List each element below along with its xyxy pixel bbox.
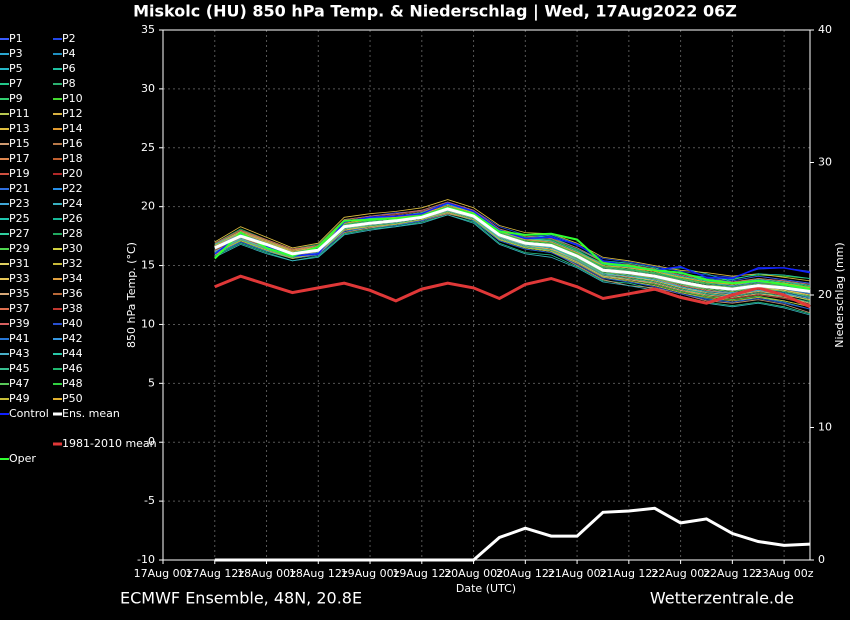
series-line — [214, 209, 811, 299]
legend-label: P44 — [62, 347, 83, 360]
legend-label: P15 — [9, 137, 30, 150]
legend-label: P32 — [62, 257, 83, 270]
legend-label: P19 — [9, 167, 30, 180]
precip-line — [214, 506, 811, 562]
y-tick-label: 35 — [141, 23, 155, 36]
y-tick-label: -10 — [137, 553, 155, 566]
series-line — [214, 202, 811, 280]
legend-label: P25 — [9, 212, 30, 225]
legend-label: P9 — [9, 92, 23, 105]
legend-label: P11 — [9, 107, 30, 120]
legend-label: P50 — [62, 392, 83, 405]
legend-label: Control — [9, 407, 49, 420]
x-tick-label: 21Aug 00z — [548, 567, 607, 580]
legend-label: P36 — [62, 287, 83, 300]
x-tick-label: 17Aug 12z — [185, 567, 244, 580]
y2-tick-label: 40 — [818, 23, 832, 36]
legend-label: P31 — [9, 257, 30, 270]
y-tick-label: 5 — [148, 376, 155, 389]
x-tick-label: 18Aug 12z — [289, 567, 348, 580]
legend-label: P8 — [62, 77, 76, 90]
legend-label: P26 — [62, 212, 83, 225]
legend-label: P37 — [9, 302, 30, 315]
y-axis-label: 850 hPa Temp. (°C) — [125, 242, 138, 348]
x-tick-label: 19Aug 00z — [341, 567, 400, 580]
footer-right: Wetterzentrale.de — [650, 589, 794, 608]
footer-left: ECMWF Ensemble, 48N, 20.8E — [120, 589, 362, 608]
chart-title: Miskolc (HU) 850 hPa Temp. & Niederschla… — [133, 2, 737, 22]
y2-tick-label: 0 — [818, 553, 825, 566]
x-tick-label: 18Aug 00z — [237, 567, 296, 580]
legend-label: P12 — [62, 107, 83, 120]
series-line — [214, 199, 811, 282]
y2-tick-label: 20 — [818, 288, 832, 301]
legend-label: 1981-2010 mean — [62, 437, 157, 450]
legend-label: P29 — [9, 242, 30, 255]
legend-label: P2 — [62, 32, 76, 45]
legend-label: P27 — [9, 227, 30, 240]
y-tick-label: 15 — [141, 259, 155, 272]
legend-label: P10 — [62, 92, 83, 105]
legend-label: P23 — [9, 197, 30, 210]
x-tick-label: 23Aug 00z — [755, 567, 814, 580]
y-tick-label: 0 — [148, 435, 155, 448]
legend-label: P35 — [9, 287, 30, 300]
legend-label: P41 — [9, 332, 30, 345]
legend-label: P24 — [62, 197, 83, 210]
legend-label: P6 — [62, 62, 76, 75]
y-tick-label: 20 — [141, 200, 155, 213]
legend-label: P40 — [62, 317, 83, 330]
y-tick-label: 30 — [141, 82, 155, 95]
x-tick-label: 17Aug 00z — [134, 567, 193, 580]
series-line — [214, 212, 811, 310]
legend-label: P13 — [9, 122, 30, 135]
legend-label: Oper — [9, 452, 36, 465]
legend-label: P17 — [9, 152, 30, 165]
x-tick-label: 20Aug 00z — [444, 567, 503, 580]
series-line — [214, 206, 811, 291]
legend-label: P4 — [62, 47, 76, 60]
x-tick-label: 22Aug 00z — [651, 567, 710, 580]
legend-label: P3 — [9, 47, 23, 60]
legend-label: P5 — [9, 62, 23, 75]
y2-tick-label: 10 — [818, 421, 832, 434]
legend-label: P20 — [62, 167, 83, 180]
legend-label: P18 — [62, 152, 83, 165]
x-tick-label: 21Aug 12z — [599, 567, 658, 580]
legend-label: P39 — [9, 317, 30, 330]
y-tick-label: 25 — [141, 141, 155, 154]
legend-label: P7 — [9, 77, 23, 90]
legend-label: P38 — [62, 302, 83, 315]
y-tick-label: 10 — [141, 317, 155, 330]
legend-label: P45 — [9, 362, 30, 375]
legend-label: P14 — [62, 122, 83, 135]
legend-label: P30 — [62, 242, 83, 255]
series-line — [214, 207, 811, 293]
legend-label: P28 — [62, 227, 83, 240]
x-tick-label: 20Aug 12z — [496, 567, 555, 580]
x-axis-label: Date (UTC) — [456, 582, 516, 595]
legend-label: P16 — [62, 137, 83, 150]
x-tick-label: 19Aug 12z — [392, 567, 451, 580]
legend-label: P21 — [9, 182, 30, 195]
legend-label: P43 — [9, 347, 30, 360]
y2-axis-label: Niederschlag (mm) — [833, 242, 846, 347]
legend-label: Ens. mean — [62, 407, 120, 420]
legend-label: P22 — [62, 182, 83, 195]
legend-label: P33 — [9, 272, 30, 285]
series-line — [214, 214, 811, 316]
series-line — [214, 274, 811, 309]
x-tick-label: 22Aug 12z — [703, 567, 762, 580]
legend-label: P46 — [62, 362, 83, 375]
legend-label: P42 — [62, 332, 83, 345]
legend-label: P48 — [62, 377, 83, 390]
legend-label: P47 — [9, 377, 30, 390]
legend-label: P49 — [9, 392, 30, 405]
legend-label: P1 — [9, 32, 23, 45]
legend-label: P34 — [62, 272, 83, 285]
y2-tick-label: 30 — [818, 156, 832, 169]
y-tick-label: -5 — [144, 494, 155, 507]
